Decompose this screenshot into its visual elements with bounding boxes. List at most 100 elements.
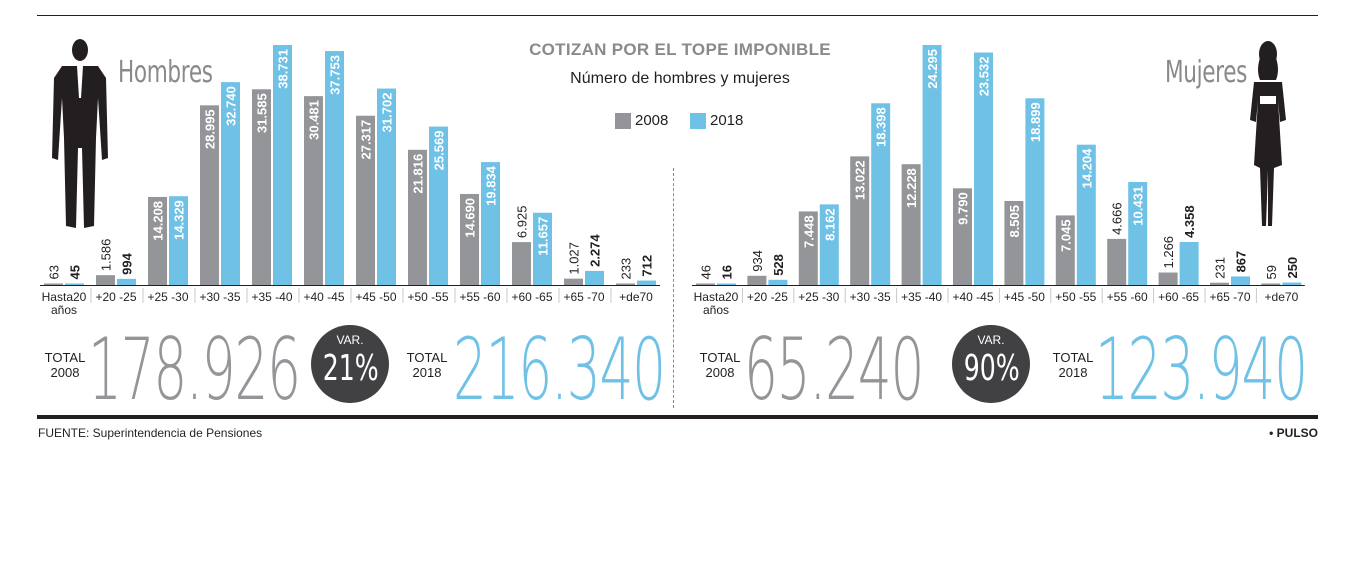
chart-title: COTIZAN POR EL TOPE IMPONIBLE	[529, 40, 831, 59]
var-label-women: VAR.	[977, 333, 1005, 347]
bar-men-2008-8	[460, 193, 479, 285]
value-label-women-2018-3: 18.398	[874, 107, 889, 147]
value-label-men-2008-4: 31.585	[255, 93, 270, 133]
category-label-men-8: +55 -60	[459, 290, 500, 304]
bar-women-2018-7	[1076, 144, 1096, 285]
bar-men-2018-9	[533, 212, 552, 285]
value-label-women-2018-8: 10.431	[1131, 186, 1146, 226]
bar-women-2008-5	[953, 188, 972, 285]
bar-men-2008-2	[148, 196, 167, 285]
value-label-men-2008-1: 1.586	[99, 239, 114, 272]
bar-women-2008-8	[1107, 238, 1127, 285]
category-label-women-6: +45 -50	[1004, 290, 1045, 304]
category-label-women-8: +55 -60	[1107, 290, 1148, 304]
bar-men-2018-3	[221, 82, 240, 285]
bar-men-2018-4	[273, 45, 292, 285]
value-label-men-2018-0: 45	[68, 265, 83, 279]
bar-men-2018-5	[325, 51, 344, 286]
category-label-women-4: +35 -40	[901, 290, 942, 304]
bar-men-2008-0	[44, 283, 63, 285]
bar-men-2008-6	[356, 115, 375, 285]
total-2008-label-women: TOTAL 2008	[697, 350, 743, 380]
category-label-men-7: +50 -55	[407, 290, 448, 304]
value-label-women-2008-5: 9.790	[956, 192, 971, 225]
category-label-women-2: +25 -30	[798, 290, 839, 304]
source-note: FUENTE: Superintendencia de Pensiones	[38, 426, 263, 440]
bar-women-2008-0	[696, 283, 715, 285]
bar-men-2018-6	[377, 88, 396, 285]
bar-women-2018-2	[819, 204, 839, 285]
total-2008-label-men: TOTAL 2008	[42, 350, 88, 380]
total-2018-label-women-text: TOTAL 2018	[1052, 350, 1094, 380]
value-label-men-2018-8: 19.834	[484, 165, 499, 206]
bar-women-2018-8	[1128, 181, 1148, 285]
bar-men-2018-0	[65, 283, 84, 285]
category-label-women-0: Hasta20	[694, 290, 739, 304]
value-label-men-2008-0: 63	[47, 265, 62, 279]
bar-women-2018-3	[871, 103, 891, 285]
value-label-men-2018-11: 712	[640, 255, 655, 277]
bar-women-2018-4	[922, 45, 942, 285]
total-2008-value-men: 178.926	[88, 320, 301, 420]
bar-women-2008-6	[1004, 200, 1024, 285]
bar-women-2018-5	[974, 52, 993, 285]
value-label-women-2008-7: 7.045	[1058, 219, 1073, 252]
bar-men-2008-9	[512, 242, 531, 285]
value-label-women-2018-2: 8.162	[822, 208, 837, 241]
brand-credit: • PULSO	[1269, 426, 1318, 440]
value-label-women-2008-11: 59	[1264, 265, 1279, 279]
bar-women-2008-7	[1055, 215, 1075, 285]
value-label-women-2018-10: 867	[1234, 251, 1249, 273]
panel-label-women: Mujeres	[1165, 55, 1248, 90]
legend-item-2008: 2008	[615, 112, 668, 129]
legend-label-2008: 2008	[635, 112, 669, 129]
bar-men-2018-2	[169, 196, 188, 285]
var-badge-women: VAR. 90%	[952, 325, 1030, 403]
category-label-men-9: +60 -65	[511, 290, 552, 304]
value-label-men-2008-3: 28.995	[203, 109, 218, 149]
value-label-women-2008-9: 1.266	[1161, 236, 1176, 269]
value-label-women-2018-0: 16	[720, 265, 735, 279]
legend-label-2018: 2018	[710, 112, 744, 129]
category-label-women-3: +30 -35	[850, 290, 891, 304]
legend-swatch-2008	[615, 112, 631, 129]
bar-women-2018-10	[1231, 276, 1250, 285]
var-badge-men: VAR. 21%	[311, 325, 389, 403]
value-label-men-2008-8: 14.690	[463, 198, 478, 238]
bar-women-2018-0	[717, 283, 736, 285]
value-label-men-2008-10: 1.027	[567, 242, 582, 275]
bar-women-2008-3	[850, 156, 870, 285]
var-value-women: 90%	[963, 348, 1020, 389]
value-label-women-2018-1: 528	[771, 254, 786, 276]
value-label-men-2008-6: 27.317	[359, 120, 374, 160]
value-label-women-2018-4: 24.295	[925, 49, 940, 89]
value-label-men-2008-2: 14.208	[151, 201, 166, 241]
total-2018-label-women: TOTAL 2018	[1050, 350, 1096, 380]
value-label-men-2018-9: 11.657	[536, 217, 551, 256]
bar-men-2008-10	[564, 278, 583, 285]
value-label-women-2018-6: 18.899	[1028, 102, 1043, 142]
value-label-women-2008-2: 7.448	[801, 215, 816, 248]
category-label-men-0-b: años	[51, 303, 77, 317]
value-label-women-2008-3: 13.022	[853, 160, 868, 200]
legend-item-2018: 2018	[690, 112, 743, 129]
value-label-men-2018-2: 14.329	[172, 200, 187, 240]
var-label-men: VAR.	[336, 333, 364, 347]
chart-subtitle: Número de hombres y mujeres	[570, 70, 790, 87]
total-2008-label-women-text: TOTAL 2008	[699, 350, 741, 380]
bar-women-2018-9	[1179, 241, 1199, 285]
category-label-women-9: +60 -65	[1158, 290, 1199, 304]
value-label-women-2018-7: 14.204	[1079, 148, 1094, 189]
total-2008-label-men-text: TOTAL 2008	[44, 350, 86, 380]
var-value-men: 21%	[322, 348, 379, 389]
bar-men-2008-11	[616, 283, 635, 285]
total-2008-value-women: 65.240	[744, 320, 924, 420]
value-label-men-2018-3: 32.740	[224, 86, 239, 126]
total-2018-value-women: 123.940	[1095, 320, 1308, 420]
category-label-men-3: +30 -35	[199, 290, 240, 304]
category-label-women-5: +40 -45	[952, 290, 993, 304]
legend-swatch-2018	[690, 112, 706, 129]
category-label-men-2: +25 -30	[147, 290, 188, 304]
value-label-men-2018-10: 2.274	[588, 234, 603, 267]
woman-silhouette-icon	[1250, 41, 1286, 226]
